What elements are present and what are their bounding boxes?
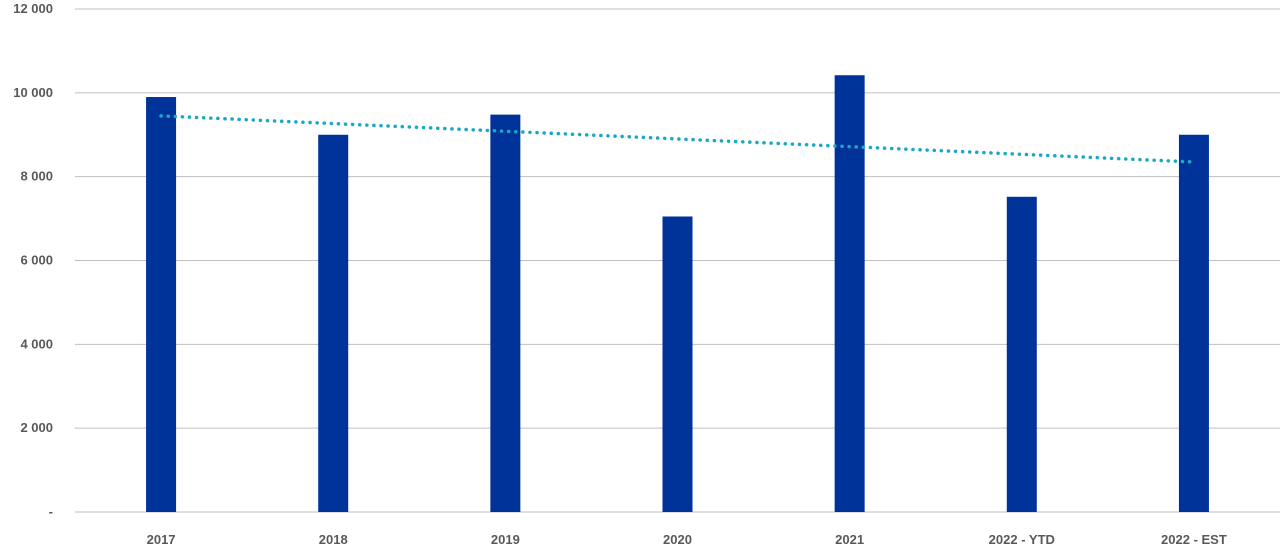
x-axis-tick-labels: 2017 2018 2019 2020 2021 2022 - YTD 2022 - EST	[147, 532, 1227, 547]
x-tick-label: 2019	[491, 532, 520, 547]
bar	[1006, 196, 1037, 512]
x-tick-label: 2018	[319, 532, 348, 547]
x-tick-label: 2021	[835, 532, 864, 547]
x-tick-label: 2017	[147, 532, 176, 547]
y-axis-tick-labels: - 2 000 4 000 6 000 8 000 10 000 12 000	[13, 1, 53, 519]
y-tick-label: 4 000	[20, 336, 53, 351]
y-tick-label: 12 000	[13, 1, 53, 16]
y-tick-label: -	[49, 504, 53, 519]
bar	[834, 75, 865, 512]
y-tick-label: 6 000	[20, 253, 53, 268]
trendline-group	[159, 114, 1196, 164]
x-tick-label: 2020	[663, 532, 692, 547]
bar	[318, 134, 349, 512]
bar	[146, 97, 177, 513]
y-tick-label: 2 000	[20, 420, 53, 435]
bar	[662, 216, 693, 513]
y-tick-label: 8 000	[20, 169, 53, 184]
y-tick-label: 10 000	[13, 85, 53, 100]
bar	[490, 114, 521, 512]
x-tick-label: 2022 - YTD	[989, 532, 1055, 547]
bars	[146, 75, 1209, 513]
trendline	[159, 114, 1196, 164]
x-tick-label: 2022 - EST	[1161, 532, 1227, 547]
bar	[1178, 134, 1209, 512]
